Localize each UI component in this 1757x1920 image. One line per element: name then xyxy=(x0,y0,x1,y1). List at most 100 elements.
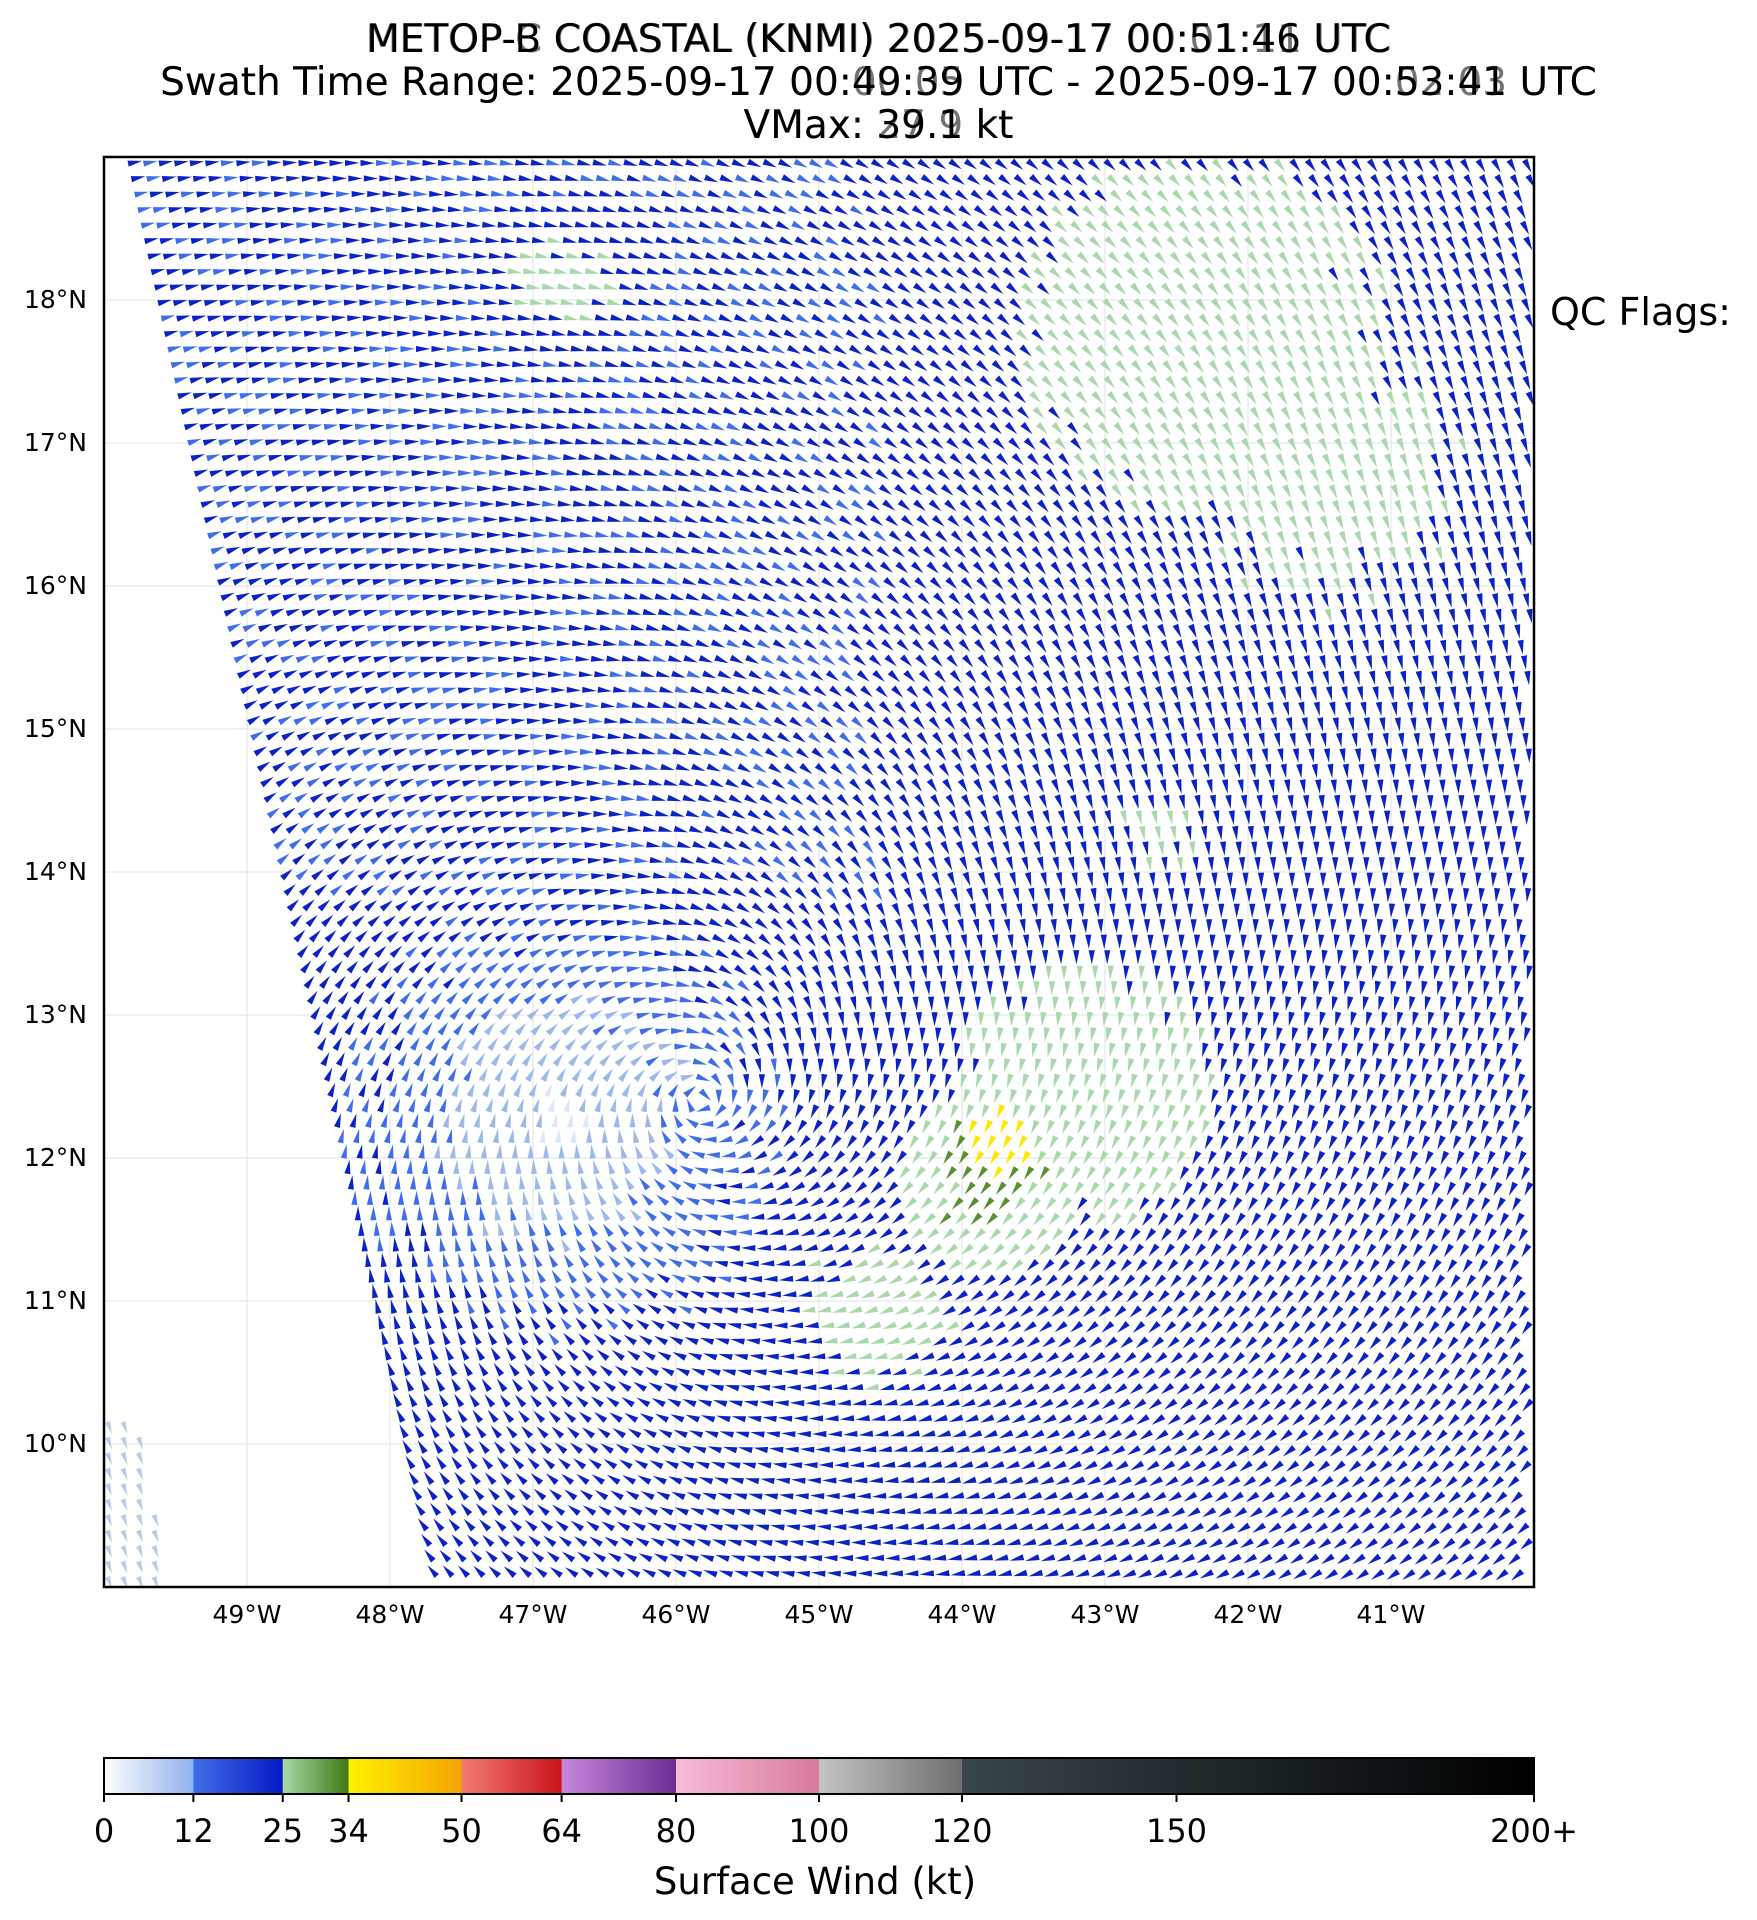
wind-barb xyxy=(1284,639,1292,654)
wind-barb xyxy=(279,578,294,586)
wind-barb xyxy=(370,930,384,943)
wind-barb xyxy=(294,578,310,586)
wind-barb xyxy=(785,484,800,494)
wind-barb xyxy=(1492,236,1502,251)
wind-barb xyxy=(727,499,742,509)
wind-barb xyxy=(1410,577,1418,593)
wind-barb xyxy=(942,205,957,216)
wind-barb xyxy=(730,732,745,742)
wind-barb xyxy=(777,298,792,308)
wind-barb xyxy=(533,749,548,756)
wind-barb xyxy=(506,190,521,197)
wind-barb xyxy=(652,438,667,446)
wind-barb xyxy=(768,329,783,339)
wind-barb xyxy=(1104,810,1112,825)
wind-barb xyxy=(252,237,268,244)
wind-barb xyxy=(951,747,962,762)
wind-barb xyxy=(1031,329,1044,342)
wind-barb xyxy=(1067,282,1081,295)
wind-barb xyxy=(772,205,787,215)
wind-barb xyxy=(948,158,962,170)
wind-barb xyxy=(403,794,418,803)
wind-barb xyxy=(1489,437,1497,453)
wind-barb xyxy=(251,593,266,602)
wind-barb xyxy=(1099,716,1109,732)
wind-barb xyxy=(1187,189,1200,203)
wind-barb xyxy=(655,1028,670,1035)
wind-barb xyxy=(484,376,499,383)
wind-barb xyxy=(926,344,940,356)
wind-barb xyxy=(810,887,823,900)
wind-barb xyxy=(317,392,332,399)
wind-barb xyxy=(331,315,347,322)
wind-barb xyxy=(589,1009,603,1020)
wind-barb xyxy=(1146,716,1154,732)
wind-barb xyxy=(275,268,290,275)
wind-barb xyxy=(1289,732,1296,748)
wind-barb xyxy=(450,578,465,585)
wind-barb xyxy=(1515,701,1522,717)
wind-barb xyxy=(437,809,452,819)
wind-barb xyxy=(871,375,885,387)
wind-barb xyxy=(518,827,534,834)
wind-barb xyxy=(1344,701,1351,717)
wind-barb xyxy=(595,391,611,398)
wind-barb xyxy=(860,902,871,917)
wind-barb xyxy=(1016,903,1023,918)
wind-barb xyxy=(907,902,916,918)
wind-barb xyxy=(130,176,146,183)
wind-barb xyxy=(1462,670,1469,686)
wind-barb xyxy=(1195,298,1207,312)
wind-barb xyxy=(615,624,630,631)
wind-barb xyxy=(1223,499,1233,514)
wind-barb xyxy=(733,670,748,680)
wind-barb xyxy=(516,454,532,461)
wind-barb xyxy=(1248,686,1256,701)
wind-barb xyxy=(1479,748,1486,763)
wind-barb xyxy=(759,360,774,370)
wind-barb xyxy=(987,701,998,715)
wind-barb xyxy=(939,623,952,637)
wind-barb xyxy=(1035,1058,1042,1073)
wind-barb xyxy=(813,1043,821,1058)
wind-barb xyxy=(1078,546,1089,560)
wind-barb xyxy=(800,406,815,417)
wind-barb xyxy=(401,930,415,943)
wind-barb xyxy=(1099,856,1106,872)
wind-barb xyxy=(1416,530,1424,546)
wind-barb xyxy=(1403,826,1410,841)
wind-barb xyxy=(1319,298,1330,312)
wind-barb xyxy=(915,437,929,449)
wind-barb xyxy=(1105,530,1117,545)
wind-barb xyxy=(1162,577,1172,592)
wind-barb xyxy=(345,454,361,461)
wind-barb xyxy=(454,237,469,244)
wind-barb xyxy=(1099,499,1110,513)
wind-barb xyxy=(485,454,501,461)
wind-barb xyxy=(272,547,288,555)
wind-barb xyxy=(514,299,529,306)
wind-barb xyxy=(574,221,590,228)
wind-barb xyxy=(528,221,543,228)
wind-barb xyxy=(690,329,706,338)
wind-barb xyxy=(1226,872,1233,887)
wind-barb xyxy=(882,499,896,511)
wind-barb xyxy=(1228,950,1235,965)
wind-barb xyxy=(752,763,767,773)
wind-barb xyxy=(521,190,537,197)
wind-barb xyxy=(354,423,370,430)
wind-barb xyxy=(264,439,280,446)
wind-barb xyxy=(1423,205,1434,219)
wind-barb xyxy=(206,454,221,462)
wind-barb xyxy=(452,733,467,741)
wind-barb xyxy=(556,858,572,865)
wind-barb xyxy=(265,731,280,741)
wind-barb xyxy=(855,809,868,823)
wind-barb xyxy=(1021,996,1028,1011)
wind-barb xyxy=(763,453,778,463)
wind-barb xyxy=(870,158,885,169)
wind-barb xyxy=(833,561,847,573)
wind-barb xyxy=(1116,794,1124,810)
wind-barb xyxy=(287,470,302,477)
wind-barb xyxy=(1366,872,1373,887)
